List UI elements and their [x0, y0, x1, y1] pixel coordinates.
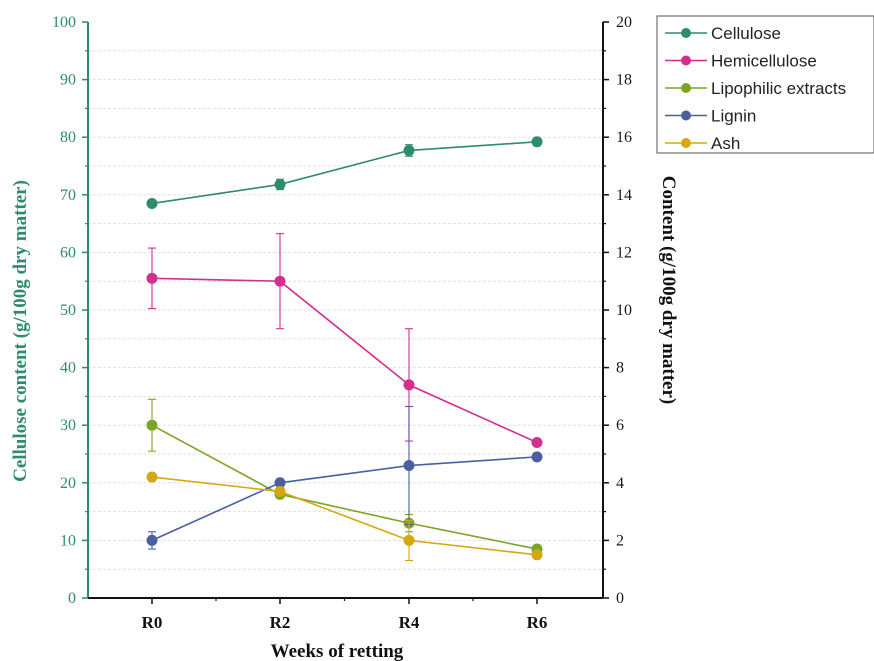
data-point — [403, 460, 415, 472]
series-line — [151, 456, 538, 542]
data-point — [274, 485, 286, 497]
series-lignin — [146, 405, 543, 550]
x-tick-label: R6 — [527, 613, 548, 632]
left-y-tick-label: 60 — [60, 244, 76, 261]
data-point — [274, 178, 286, 190]
data-point — [274, 275, 286, 287]
data-point — [146, 534, 158, 546]
left-y-tick-label: 80 — [60, 129, 76, 146]
series-hemicellulose — [146, 233, 543, 448]
right-y-tick-label: 20 — [616, 14, 632, 31]
data-point — [531, 451, 543, 463]
series-line — [151, 141, 538, 205]
legend-label: Ash — [711, 134, 740, 153]
legend-label: Cellulose — [711, 24, 781, 43]
series-lipophilic-extracts — [146, 398, 543, 555]
data-point — [403, 144, 415, 156]
right-y-tick-label: 16 — [616, 129, 632, 146]
right-y-tick-label: 14 — [616, 187, 632, 204]
legend-marker — [681, 83, 691, 93]
legend-marker — [681, 138, 691, 148]
legend-box — [656, 15, 874, 154]
left-y-tick-label: 0 — [68, 590, 76, 607]
legend-marker — [681, 28, 691, 38]
gridlines — [88, 50, 603, 570]
right-y-axis-title: Content (g/100g dry matter) — [658, 176, 679, 404]
data-point — [274, 477, 286, 489]
legend-marker — [681, 110, 691, 121]
data-point — [146, 272, 158, 284]
left-y-tick-label: 100 — [52, 14, 76, 31]
right-y-tick-label: 2 — [616, 532, 624, 549]
data-point — [531, 549, 543, 561]
left-y-tick-label: 90 — [60, 72, 76, 89]
legend-marker — [681, 55, 691, 66]
legend-label: Lignin — [711, 107, 756, 126]
right-y-tick-label: 12 — [616, 244, 632, 261]
data-point — [146, 197, 158, 209]
series-line — [151, 424, 538, 550]
left-y-axis-title: Cellulose content (g/100g dry matter) — [10, 180, 31, 482]
x-tick-label: R0 — [142, 613, 163, 632]
series-cellulose — [146, 136, 543, 209]
right-y-tick-label: 0 — [616, 590, 624, 607]
left-y-tick-label: 20 — [60, 475, 76, 492]
left-y-tick-label: 70 — [60, 187, 76, 204]
left-y-tick-label: 40 — [60, 360, 76, 377]
series-line — [151, 277, 538, 444]
right-y-tick-label: 8 — [616, 360, 624, 377]
left-y-tick-label: 30 — [60, 417, 76, 434]
data-point — [403, 534, 415, 546]
data-point — [146, 419, 158, 431]
right-y-tick-label: 10 — [616, 302, 632, 319]
right-y-tick-label: 6 — [616, 417, 624, 434]
x-axis-title: Weeks of retting — [271, 641, 404, 661]
legend-label: Lipophilic extracts — [711, 79, 846, 98]
right-y-tick-label: 4 — [616, 475, 624, 492]
series-layer — [146, 136, 543, 562]
x-tick-label: R4 — [399, 613, 420, 632]
series-ash — [146, 471, 543, 562]
legend: Cellulose Hemicellulose Lipophilic extract… — [656, 15, 874, 154]
legend-label: Hemicellulose — [711, 52, 817, 71]
data-point — [531, 436, 543, 448]
left-y-tick-label: 10 — [60, 532, 76, 549]
data-point — [531, 136, 543, 148]
left-y-tick-label: 50 — [60, 302, 76, 319]
data-point — [403, 379, 415, 391]
right-y-tick-label: 18 — [616, 72, 632, 89]
x-tick-label: R2 — [270, 613, 291, 632]
data-point — [146, 471, 158, 483]
series-line — [151, 476, 538, 556]
axes: 0 10 20 30 40 50 60 70 80 90 100 0 2 4 6 8 10 12 14 16 18 20 R… — [52, 14, 632, 632]
